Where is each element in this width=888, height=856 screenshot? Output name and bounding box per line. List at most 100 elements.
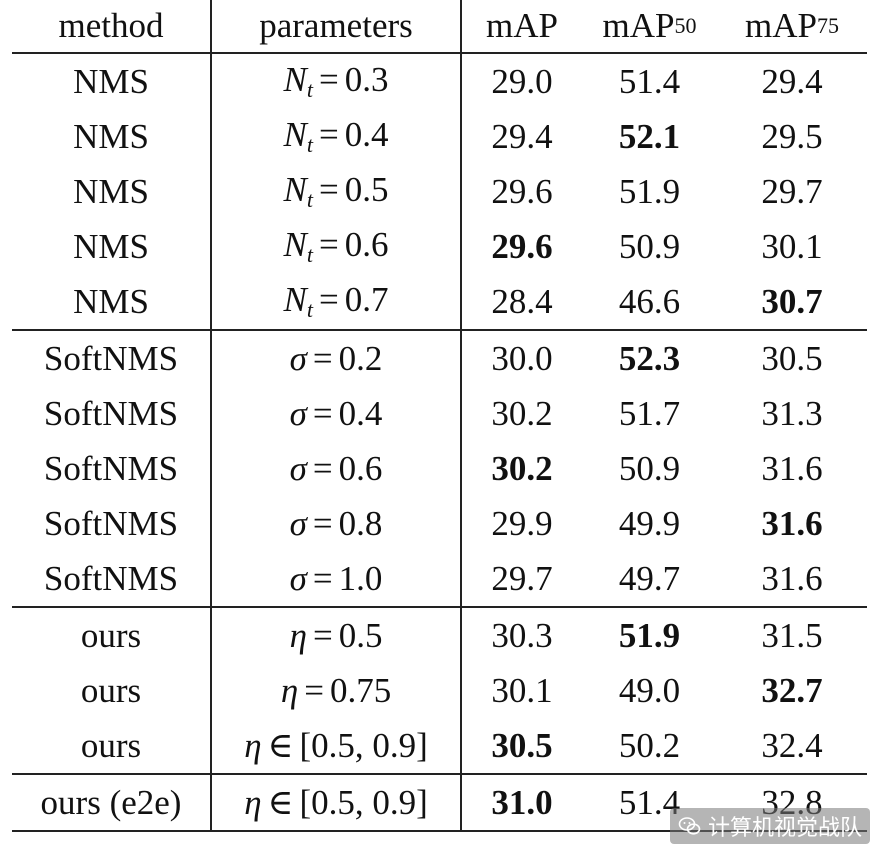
- header-map50-base: mAP: [602, 6, 675, 45]
- parameter-operator: =: [318, 225, 339, 264]
- parameter-operator: ∈: [267, 782, 294, 822]
- parameter-symbol: η: [290, 616, 307, 656]
- cell-map: 30.1: [491, 670, 553, 710]
- parameter-expression: η ∈ [0.5, 0.9]: [244, 783, 428, 823]
- parameter-expression: σ = 0.6: [290, 449, 383, 489]
- parameter-expression: σ = 0.4: [290, 394, 383, 434]
- cell-map: 29.6: [491, 171, 553, 211]
- cell-method: NMS: [12, 164, 212, 219]
- parameter-operator: =: [312, 615, 333, 655]
- parameter-value: 0.2: [338, 338, 383, 378]
- cell-map50: 51.7: [618, 393, 681, 433]
- cell-map50: 51.9: [618, 615, 681, 655]
- parameter-symbol: η: [281, 671, 298, 711]
- parameter-expression: Nt = 0.3: [284, 60, 389, 103]
- table-row: ours (e2e) η ∈ [0.5, 0.9] 31.0 51.4 32.8: [12, 775, 867, 832]
- cell-parameters: σ = 0.4: [212, 386, 462, 441]
- parameter-value: 0.8: [338, 503, 383, 543]
- parameter-symbol-base: N: [283, 225, 307, 264]
- parameter-symbol-base: η: [244, 725, 262, 765]
- cell-map75: 31.6: [761, 558, 823, 598]
- parameter-value: 0.4: [338, 393, 383, 433]
- parameter-symbol: σ: [290, 339, 307, 379]
- parameter-expression: η ∈ [0.5, 0.9]: [244, 726, 428, 766]
- cell-map: 30.2: [491, 448, 553, 488]
- cell-map50: 51.9: [618, 171, 681, 211]
- parameter-expression: Nt = 0.5: [284, 170, 389, 213]
- cell-map: 30.3: [491, 615, 553, 655]
- parameter-value: 0.5: [344, 170, 389, 209]
- parameter-symbol: Nt: [284, 280, 313, 323]
- cell-parameters: η ∈ [0.5, 0.9]: [212, 775, 462, 830]
- table-row: ours η = 0.5 30.3 51.9 31.5: [12, 608, 867, 663]
- cell-map75: 30.7: [761, 281, 823, 321]
- cell-method: NMS: [12, 219, 212, 274]
- parameter-symbol-base: η: [244, 782, 262, 822]
- parameter-value: 0.5: [338, 615, 383, 655]
- cell-map50: 49.0: [618, 670, 681, 710]
- parameter-symbol-sub: t: [306, 242, 313, 267]
- cell-parameters: σ = 0.2: [212, 331, 462, 386]
- cell-map75: 30.5: [761, 338, 823, 378]
- cell-map50: 49.9: [618, 503, 681, 543]
- parameter-expression: Nt = 0.4: [284, 115, 389, 158]
- table-row: ours η = 0.75 30.1 49.0 32.7: [12, 663, 867, 718]
- parameter-operator: =: [312, 338, 333, 378]
- parameter-symbol-base: N: [283, 280, 307, 319]
- cell-method: ours: [12, 718, 212, 773]
- cell-map75: 32.7: [761, 670, 823, 710]
- table-row: NMS Nt = 0.6 29.6 50.9 30.1: [12, 219, 867, 274]
- parameter-symbol: σ: [290, 449, 307, 489]
- parameter-expression: Nt = 0.6: [284, 225, 389, 268]
- cell-map: 30.5: [491, 725, 553, 765]
- cell-map75: 29.5: [761, 116, 823, 156]
- table-row: SoftNMS σ = 0.4 30.2 51.7 31.3: [12, 386, 867, 441]
- cell-method: ours (e2e): [12, 775, 212, 830]
- parameter-symbol-base: η: [280, 670, 299, 710]
- cell-map75: 31.5: [761, 615, 823, 655]
- watermark: 计算机视觉战队: [669, 808, 870, 844]
- cell-map50: 46.6: [618, 281, 681, 321]
- cell-method: SoftNMS: [12, 331, 212, 386]
- parameter-symbol-sub: t: [306, 77, 313, 102]
- cell-parameters: Nt = 0.7: [212, 274, 462, 329]
- table-row: ours η ∈ [0.5, 0.9] 30.5 50.2 32.4: [12, 718, 867, 775]
- cell-map75: 31.6: [761, 503, 823, 543]
- parameter-operator: =: [312, 448, 333, 488]
- table-header-row: method parameters mAP mAP 50 mAP 75: [12, 0, 867, 54]
- parameter-value: [0.5, 0.9]: [299, 725, 428, 765]
- cell-map: 30.0: [491, 338, 553, 378]
- cell-parameters: Nt = 0.6: [212, 219, 462, 274]
- parameter-symbol: Nt: [284, 225, 313, 268]
- parameter-symbol: Nt: [284, 60, 313, 103]
- table-row: SoftNMS σ = 0.8 29.9 49.9 31.6: [12, 496, 867, 551]
- cell-map50: 50.9: [618, 226, 681, 266]
- parameter-symbol: σ: [290, 504, 307, 544]
- parameter-operator: =: [312, 558, 333, 598]
- parameter-operator: =: [318, 170, 339, 209]
- table-row: SoftNMS σ = 0.6 30.2 50.9 31.6: [12, 441, 867, 496]
- parameter-expression: σ = 1.0: [290, 559, 383, 599]
- parameter-symbol-sub: t: [306, 297, 313, 322]
- cell-parameters: Nt = 0.5: [212, 164, 462, 219]
- parameter-symbol-base: σ: [289, 338, 307, 378]
- header-method: method: [12, 0, 212, 52]
- cell-parameters: η ∈ [0.5, 0.9]: [212, 718, 462, 773]
- parameter-value: 0.6: [344, 225, 389, 264]
- header-map: mAP: [486, 6, 558, 45]
- cell-map: 29.7: [491, 558, 553, 598]
- parameter-symbol-base: N: [283, 60, 307, 99]
- parameter-symbol: Nt: [284, 170, 313, 213]
- header-map50-sub: 50: [674, 13, 697, 38]
- cell-parameters: η = 0.75: [212, 663, 462, 718]
- parameter-symbol-base: σ: [289, 558, 307, 598]
- cell-map: 28.4: [491, 281, 553, 321]
- cell-method: NMS: [12, 274, 212, 329]
- cell-method: NMS: [12, 54, 212, 109]
- header-map75: mAP 75: [717, 0, 867, 52]
- cell-method: SoftNMS: [12, 496, 212, 551]
- parameter-value: [0.5, 0.9]: [299, 782, 428, 822]
- cell-map: 29.0: [491, 61, 553, 101]
- cell-map50: 52.3: [618, 338, 681, 378]
- parameter-value: 0.7: [344, 280, 389, 319]
